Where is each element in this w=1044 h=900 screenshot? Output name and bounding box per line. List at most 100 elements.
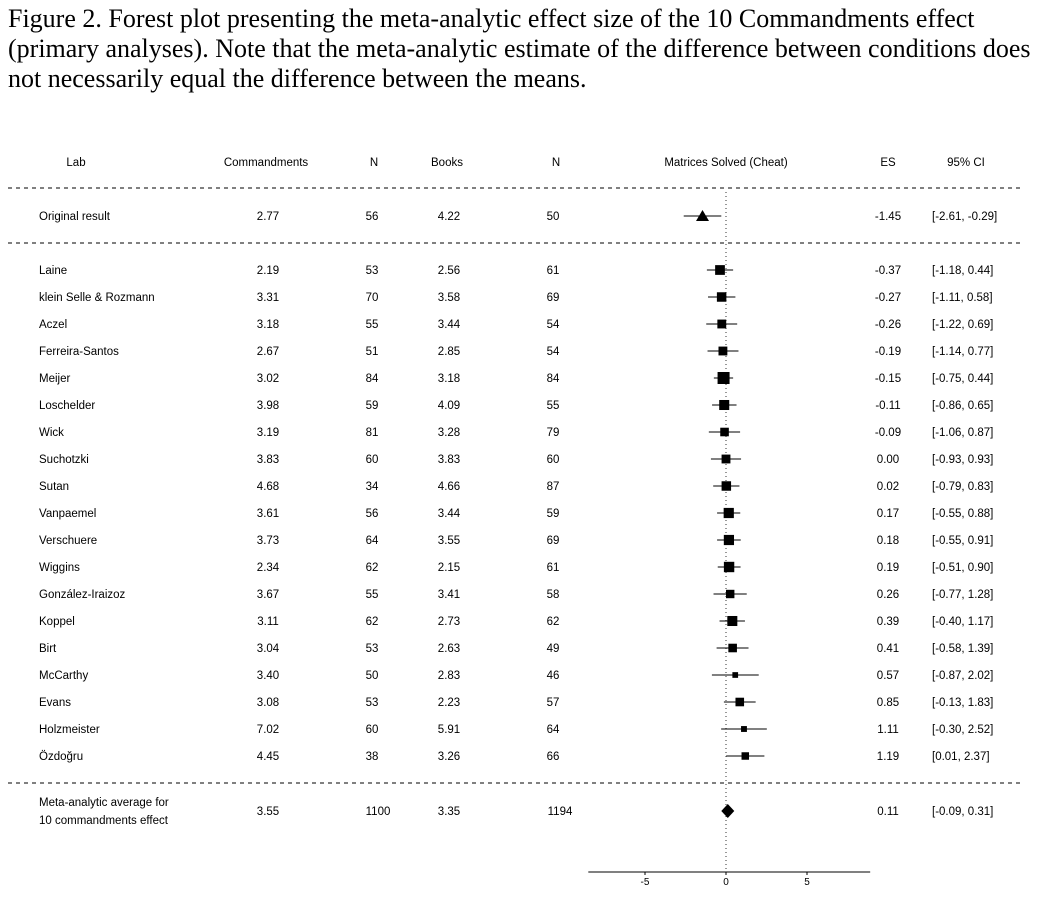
original-es: -1.45 <box>875 211 901 223</box>
study-es: 0.26 <box>877 589 899 601</box>
study-row: Wiggins 2.34 62 2.15 61 0.19 [-0.51, 0.90] <box>39 561 993 574</box>
study-n-commandments: 64 <box>366 535 379 547</box>
study-estimate-square <box>728 643 737 653</box>
study-estimate-square <box>726 589 735 599</box>
study-estimate-square <box>723 507 734 519</box>
study-commandments: 3.73 <box>257 535 279 547</box>
study-books: 3.41 <box>438 589 460 601</box>
study-books: 3.58 <box>438 292 460 304</box>
study-books: 3.18 <box>438 373 460 385</box>
meta-ci: [-0.09, 0.31] <box>932 806 993 818</box>
study-ci: [-0.77, 1.28] <box>932 589 993 601</box>
study-ci: [0.01, 2.37] <box>932 751 990 763</box>
study-books: 2.23 <box>438 697 460 709</box>
study-lab: Meijer <box>39 373 70 385</box>
original-books: 4.22 <box>438 211 460 223</box>
header-books: Books <box>431 157 463 169</box>
study-lab: Aczel <box>39 319 67 331</box>
study-estimate-square <box>723 561 735 573</box>
study-estimate-square <box>735 697 745 707</box>
study-n-commandments: 53 <box>366 643 379 655</box>
study-es: -0.09 <box>875 427 901 439</box>
study-lab: Ferreira-Santos <box>39 346 119 358</box>
study-estimate-square <box>719 399 730 411</box>
study-commandments: 2.19 <box>257 265 279 277</box>
study-books: 3.44 <box>438 319 461 331</box>
study-es: 0.57 <box>877 670 899 682</box>
study-commandments: 3.31 <box>257 292 279 304</box>
study-ci: [-0.55, 0.91] <box>932 535 993 547</box>
study-ci: [-0.75, 0.44] <box>932 373 993 385</box>
study-row: Vanpaemel 3.61 56 3.44 59 0.17 [-0.55, 0.88] <box>39 507 993 520</box>
study-lab: Suchotzki <box>39 454 89 466</box>
study-ci: [-0.86, 0.65] <box>932 400 993 412</box>
study-row: Sutan 4.68 34 4.66 87 0.02 [-0.79, 0.83] <box>39 481 993 493</box>
header-lab: Lab <box>66 157 85 169</box>
meta-lab-line2: 10 commandments effect <box>39 815 169 827</box>
study-ci: [-0.13, 1.83] <box>932 697 993 709</box>
study-es: -0.11 <box>875 400 900 412</box>
study-rows: Original result 2.77 56 4.22 50 -1.45 [-2.61, … <box>39 210 997 827</box>
study-n-commandments: 51 <box>366 346 379 358</box>
header-ci: 95% CI <box>947 157 985 169</box>
study-n-commandments: 81 <box>366 427 379 439</box>
study-n-books: 64 <box>547 724 560 736</box>
dividers <box>8 187 1022 784</box>
x-axis-tick-label: 5 <box>804 877 810 888</box>
study-estimate-square <box>721 481 732 491</box>
meta-analytic-row: Meta-analytic average for 10 commandments… <box>39 797 993 827</box>
study-n-books: 61 <box>547 265 560 277</box>
original-n-commandments: 56 <box>366 211 379 223</box>
study-commandments: 3.98 <box>257 400 279 412</box>
study-commandments: 3.18 <box>257 319 279 331</box>
study-books: 3.83 <box>438 454 460 466</box>
x-axis: -5 0 5 <box>588 871 871 888</box>
study-n-books: 84 <box>547 373 560 385</box>
meta-lab-line1: Meta-analytic average for <box>39 797 169 809</box>
study-commandments: 4.68 <box>257 481 279 493</box>
study-es: 1.19 <box>877 751 899 763</box>
study-n-books: 54 <box>547 319 560 331</box>
study-row: Koppel 3.11 62 2.73 62 0.39 [-0.40, 1.17] <box>39 615 993 628</box>
study-ci: [-1.14, 0.77] <box>932 346 993 358</box>
study-n-commandments: 62 <box>366 562 379 574</box>
study-row: Ferreira-Santos 2.67 51 2.85 54 -0.19 [-1.14, … <box>39 346 993 358</box>
study-n-books: 66 <box>547 751 560 763</box>
study-books: 2.85 <box>438 346 460 358</box>
study-n-books: 79 <box>547 427 560 439</box>
study-lab: Koppel <box>39 616 75 628</box>
study-lab: Verschuere <box>39 535 97 547</box>
study-es: 0.00 <box>877 454 899 466</box>
study-estimate-square <box>741 726 747 732</box>
study-row: klein Selle & Rozmann 3.31 70 3.58 69 -0.27 [-… <box>39 292 993 304</box>
study-commandments: 3.40 <box>257 670 279 682</box>
study-lab: Evans <box>39 697 71 709</box>
study-n-books: 87 <box>547 481 560 493</box>
study-lab: Laine <box>39 265 67 277</box>
study-n-commandments: 53 <box>366 265 379 277</box>
study-estimate-square <box>716 292 727 302</box>
study-commandments: 2.34 <box>257 562 280 574</box>
study-ci: [-0.87, 2.02] <box>932 670 993 682</box>
study-es: 0.02 <box>877 481 899 493</box>
original-commandments: 2.77 <box>257 211 279 223</box>
study-n-books: 60 <box>547 454 560 466</box>
study-ci: [-0.93, 0.93] <box>932 454 993 466</box>
study-lab: Holzmeister <box>39 724 100 736</box>
study-n-books: 58 <box>547 589 560 601</box>
study-n-commandments: 38 <box>366 751 379 763</box>
original-ci: [-2.61, -0.29] <box>932 211 997 223</box>
study-estimate-square <box>721 454 731 464</box>
study-lab: Wick <box>39 427 64 439</box>
study-lab: Sutan <box>39 481 69 493</box>
study-es: 0.41 <box>877 643 899 655</box>
study-row: Suchotzki 3.83 60 3.83 60 0.00 [-0.93, 0.93] <box>39 454 993 466</box>
study-n-commandments: 60 <box>366 454 379 466</box>
study-lab: Vanpaemel <box>39 508 96 520</box>
study-estimate-square <box>723 534 735 546</box>
x-axis-tick-label: -5 <box>641 877 650 888</box>
study-books: 3.26 <box>438 751 460 763</box>
study-commandments: 3.83 <box>257 454 279 466</box>
study-books: 2.56 <box>438 265 460 277</box>
study-ci: [-0.79, 0.83] <box>932 481 993 493</box>
